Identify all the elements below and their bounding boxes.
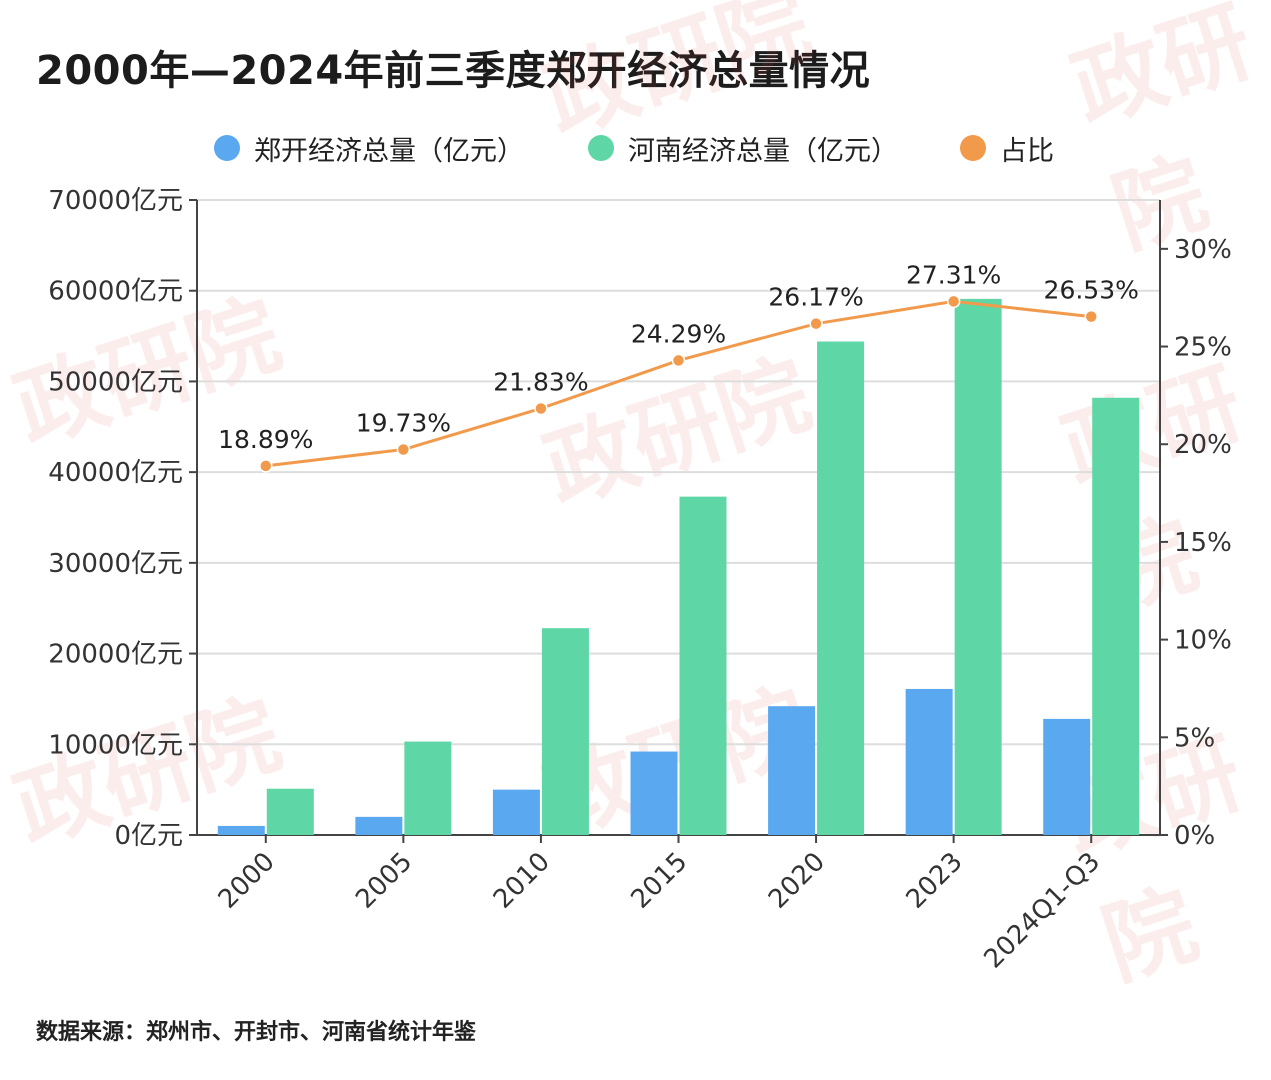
bar-zhengkai (492, 789, 540, 835)
ratio-data-label: 19.73% (356, 409, 451, 438)
bar-zhengkai (768, 706, 816, 835)
ratio-point (534, 401, 548, 416)
legend-swatch-ratio (960, 135, 986, 161)
x-axis-tick-label: 2000 (213, 847, 281, 915)
left-axis-tick-label: 60000亿元 (48, 277, 183, 307)
legend-label-henan: 河南经济总量（亿元） (628, 135, 898, 167)
ratio-data-label: 27.31% (906, 260, 1001, 289)
ratio-point (1084, 309, 1098, 324)
left-axis-tick-label: 30000亿元 (48, 549, 183, 579)
ratio-data-label: 26.53% (1044, 276, 1139, 305)
bar-henan (266, 788, 314, 835)
legend-item-henan[interactable]: 河南经济总量（亿元） (588, 126, 898, 170)
left-axis-tick-label: 70000亿元 (48, 186, 183, 216)
bar-zhengkai (355, 816, 403, 835)
bar-zhengkai (1043, 718, 1091, 835)
ratio-data-label: 24.29% (631, 319, 726, 348)
ratio-point (809, 316, 823, 331)
bar-henan (404, 741, 452, 835)
legend-label-ratio: 占比 (1000, 135, 1054, 167)
data-source-note: 数据来源：郑州市、开封市、河南省统计年鉴 (36, 1020, 477, 1045)
bar-henan (679, 496, 727, 835)
right-axis-tick-label: 0% (1174, 821, 1215, 851)
left-axis-tick-label: 40000亿元 (48, 458, 183, 488)
chart-title: 2000年—2024年前三季度郑开经济总量情况 (36, 48, 871, 94)
legend-swatch-henan (588, 135, 614, 161)
left-axis-tick-label: 10000亿元 (48, 730, 183, 760)
x-axis-tick-label: 2023 (901, 847, 969, 915)
ratio-point (946, 294, 961, 309)
x-axis-tick-label: 2010 (488, 847, 556, 915)
right-axis-tick-label: 5% (1174, 723, 1215, 753)
bar-zhengkai (905, 688, 953, 835)
x-axis-tick-label: 2020 (763, 847, 831, 915)
right-axis-tick-label: 30% (1174, 235, 1232, 265)
x-axis-tick-label: 2024Q1-Q3 (979, 847, 1107, 975)
left-axis-tick-label: 50000亿元 (48, 367, 183, 397)
ratio-point (396, 442, 411, 457)
x-axis-tick-label: 2005 (350, 847, 418, 915)
legend-item-ratio[interactable]: 占比 (960, 126, 1054, 170)
legend-label-zhengkai: 郑开经济总量（亿元） (254, 135, 524, 167)
ratio-point (259, 459, 273, 473)
right-axis-tick-label: 25% (1174, 333, 1232, 363)
bar-zhengkai (217, 825, 265, 835)
right-axis-tick-label: 20% (1174, 430, 1232, 460)
bar-zhengkai (630, 751, 678, 835)
left-axis-tick-label: 20000亿元 (48, 640, 183, 670)
right-axis-tick-label: 15% (1174, 528, 1232, 558)
x-axis-tick-label: 2015 (625, 847, 693, 915)
bar-henan (541, 628, 589, 835)
bar-henan (954, 298, 1002, 836)
bar-henan (817, 341, 865, 835)
ratio-data-label: 26.17% (768, 283, 863, 312)
legend: 郑开经济总量（亿元） 河南经济总量（亿元） 占比 (0, 126, 1271, 170)
bar-henan (1092, 397, 1140, 835)
ratio-point (671, 353, 686, 368)
left-axis-tick-label: 0亿元 (114, 821, 183, 851)
ratio-data-label: 18.89% (218, 425, 313, 454)
legend-item-zhengkai[interactable]: 郑开经济总量（亿元） (214, 126, 524, 170)
ratio-data-label: 21.83% (493, 367, 588, 396)
right-axis-tick-label: 10% (1174, 626, 1232, 656)
legend-swatch-zhengkai (214, 135, 240, 161)
